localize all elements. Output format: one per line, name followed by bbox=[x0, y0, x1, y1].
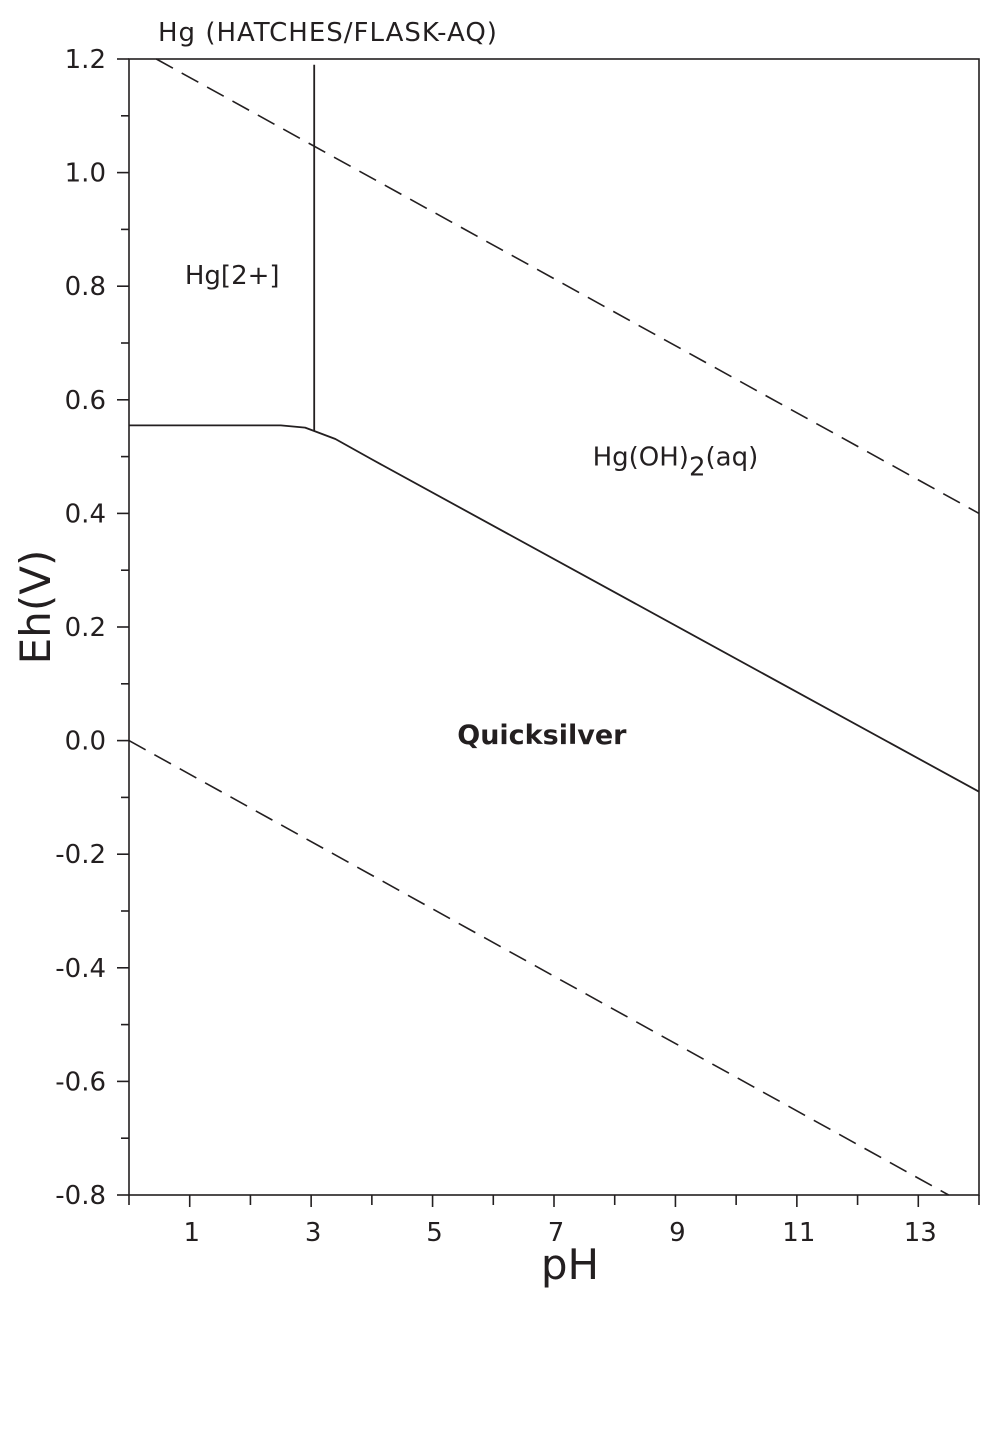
x-tick-label: 9 bbox=[669, 1218, 686, 1248]
y-tick-label: 0.4 bbox=[65, 499, 106, 529]
series-layer bbox=[128, 58, 980, 1196]
y-tick-label: 0.2 bbox=[65, 613, 106, 643]
hg-metal-boundary-line bbox=[129, 424, 980, 793]
water-upper-stability-line bbox=[155, 58, 980, 515]
region-label: Quicksilver bbox=[457, 720, 627, 751]
water-lower-stability-line bbox=[128, 739, 949, 1196]
y-tick-label: 0.6 bbox=[65, 386, 106, 416]
y-tick-label: 0.8 bbox=[65, 272, 106, 302]
x-axis-title: pH bbox=[541, 1240, 599, 1289]
x-tick-label: 1 bbox=[183, 1218, 200, 1248]
y-axis-title: Eh(V) bbox=[11, 550, 60, 665]
y-tick-label: 1.0 bbox=[65, 159, 106, 189]
y-tick-label: -0.6 bbox=[55, 1067, 106, 1097]
y-tick-label: -0.8 bbox=[55, 1181, 106, 1211]
x-tick-label: 5 bbox=[426, 1218, 443, 1248]
region-labels: Hg[2+] Hg(OH)2(aq) Quicksilver bbox=[185, 261, 758, 751]
y-axis: 1.2 1.0 0.8 0.6 0.4 0.2 0.0 -0.2 -0.4 -0.6 -0.8 bbox=[55, 45, 129, 1211]
plot-border bbox=[128, 58, 980, 1196]
plot-frame bbox=[128, 58, 980, 1196]
x-axis: 1 3 5 7 9 11 13 bbox=[128, 1195, 980, 1248]
y-tick-label: -0.4 bbox=[55, 954, 106, 984]
x-tick-label: 11 bbox=[782, 1218, 815, 1248]
chart-title: Hg (HATCHES/FLASK-AQ) bbox=[158, 18, 498, 48]
x-tick-label: 13 bbox=[904, 1218, 937, 1248]
y-tick-label: 0.0 bbox=[65, 727, 106, 757]
region-label: Hg[2+] bbox=[185, 261, 280, 291]
y-tick-label: -0.2 bbox=[55, 840, 106, 870]
x-tick-label: 3 bbox=[305, 1218, 322, 1248]
region-label: Hg(OH)2(aq) bbox=[593, 443, 759, 483]
y-tick-label: 1.2 bbox=[65, 45, 106, 75]
x-tick-label: 7 bbox=[548, 1218, 565, 1248]
